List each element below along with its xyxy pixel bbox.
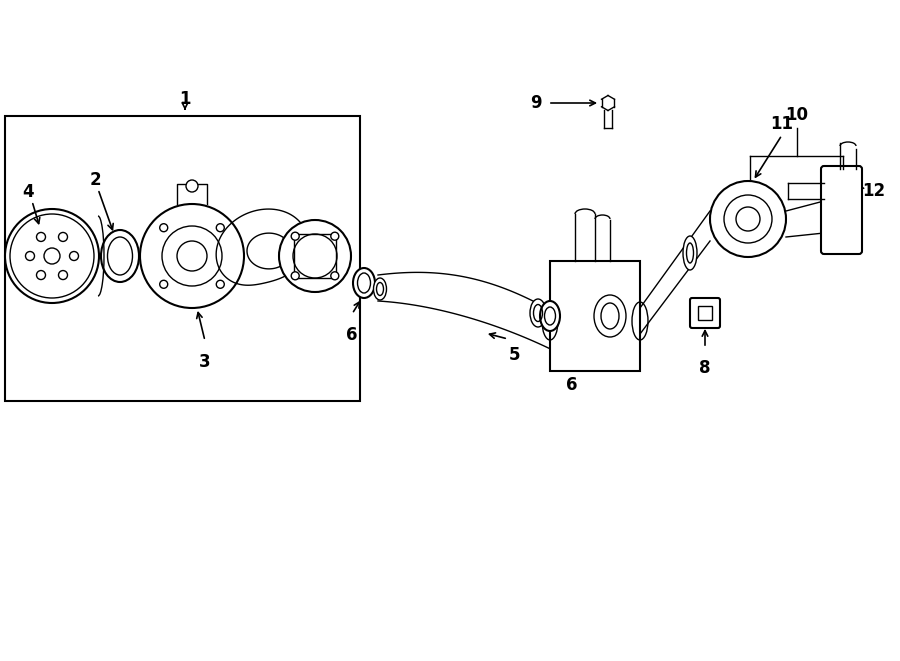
Text: 6: 6 xyxy=(566,376,578,394)
Circle shape xyxy=(186,180,198,192)
Ellipse shape xyxy=(530,299,546,327)
FancyBboxPatch shape xyxy=(690,298,720,328)
Ellipse shape xyxy=(101,230,139,282)
Circle shape xyxy=(216,280,224,288)
Circle shape xyxy=(37,233,46,241)
Circle shape xyxy=(331,272,338,280)
Bar xyxy=(698,306,712,320)
Text: 10: 10 xyxy=(785,106,808,124)
Circle shape xyxy=(279,220,351,292)
Polygon shape xyxy=(216,209,308,286)
Ellipse shape xyxy=(374,278,386,300)
Circle shape xyxy=(37,270,46,280)
Circle shape xyxy=(25,251,34,260)
Ellipse shape xyxy=(353,268,375,298)
Text: 6: 6 xyxy=(346,326,358,344)
Circle shape xyxy=(140,204,244,308)
Circle shape xyxy=(216,223,224,232)
Circle shape xyxy=(292,272,299,280)
Bar xyxy=(550,261,640,371)
Text: 12: 12 xyxy=(862,182,885,200)
Text: 4: 4 xyxy=(22,183,34,201)
Bar xyxy=(294,234,336,278)
Circle shape xyxy=(44,248,60,264)
Text: 3: 3 xyxy=(199,353,211,371)
Circle shape xyxy=(159,223,167,232)
Text: 2: 2 xyxy=(89,171,101,189)
Text: 5: 5 xyxy=(509,346,521,364)
Bar xyxy=(5,116,360,401)
Circle shape xyxy=(292,232,299,240)
Text: 8: 8 xyxy=(699,359,711,377)
Circle shape xyxy=(5,209,99,303)
Circle shape xyxy=(58,233,68,241)
Circle shape xyxy=(710,181,786,257)
Text: 1: 1 xyxy=(179,90,191,108)
Text: 7: 7 xyxy=(616,343,628,361)
Text: 11: 11 xyxy=(770,115,794,133)
Circle shape xyxy=(69,251,78,260)
Circle shape xyxy=(159,280,167,288)
Circle shape xyxy=(58,270,68,280)
Text: 9: 9 xyxy=(530,94,542,112)
FancyBboxPatch shape xyxy=(821,166,862,254)
Ellipse shape xyxy=(683,236,697,270)
Ellipse shape xyxy=(540,301,560,331)
Circle shape xyxy=(331,232,338,240)
